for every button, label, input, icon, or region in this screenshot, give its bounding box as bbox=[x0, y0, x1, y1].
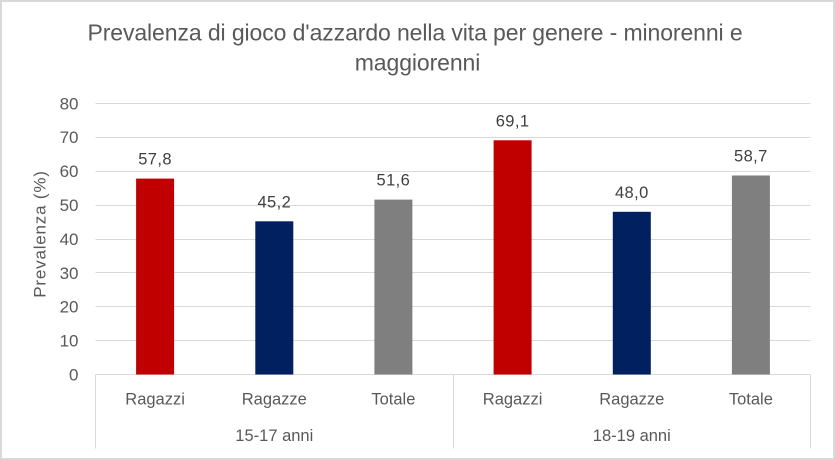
svg-text:Ragazzi: Ragazzi bbox=[125, 391, 185, 409]
svg-text:80: 80 bbox=[60, 94, 79, 113]
svg-text:50: 50 bbox=[60, 196, 79, 215]
svg-text:69,1: 69,1 bbox=[496, 112, 530, 130]
svg-text:0: 0 bbox=[69, 366, 78, 385]
svg-text:51,6: 51,6 bbox=[377, 172, 411, 190]
svg-text:Totale: Totale bbox=[371, 391, 415, 409]
svg-text:15-17 anni: 15-17 anni bbox=[235, 427, 313, 445]
svg-text:48,0: 48,0 bbox=[615, 184, 649, 202]
svg-text:18-19 anni: 18-19 anni bbox=[593, 427, 671, 445]
svg-text:Ragazze: Ragazze bbox=[599, 391, 664, 409]
svg-text:maggiorenni: maggiorenni bbox=[355, 50, 480, 76]
svg-text:40: 40 bbox=[60, 230, 79, 249]
svg-text:70: 70 bbox=[60, 128, 79, 147]
svg-text:Totale: Totale bbox=[729, 391, 773, 409]
svg-text:45,2: 45,2 bbox=[257, 193, 291, 211]
svg-text:58,7: 58,7 bbox=[734, 148, 768, 166]
svg-text:Prevalenza di gioco d'azzardo: Prevalenza di gioco d'azzardo nella vita… bbox=[87, 20, 742, 46]
svg-text:60: 60 bbox=[60, 162, 79, 181]
svg-text:Prevalenza (%): Prevalenza (%) bbox=[31, 170, 50, 297]
svg-text:10: 10 bbox=[60, 332, 79, 351]
svg-text:57,8: 57,8 bbox=[138, 151, 172, 169]
svg-text:Ragazze: Ragazze bbox=[242, 391, 307, 409]
svg-text:30: 30 bbox=[60, 264, 79, 283]
svg-text:20: 20 bbox=[60, 298, 79, 317]
svg-text:Ragazzi: Ragazzi bbox=[483, 391, 543, 409]
